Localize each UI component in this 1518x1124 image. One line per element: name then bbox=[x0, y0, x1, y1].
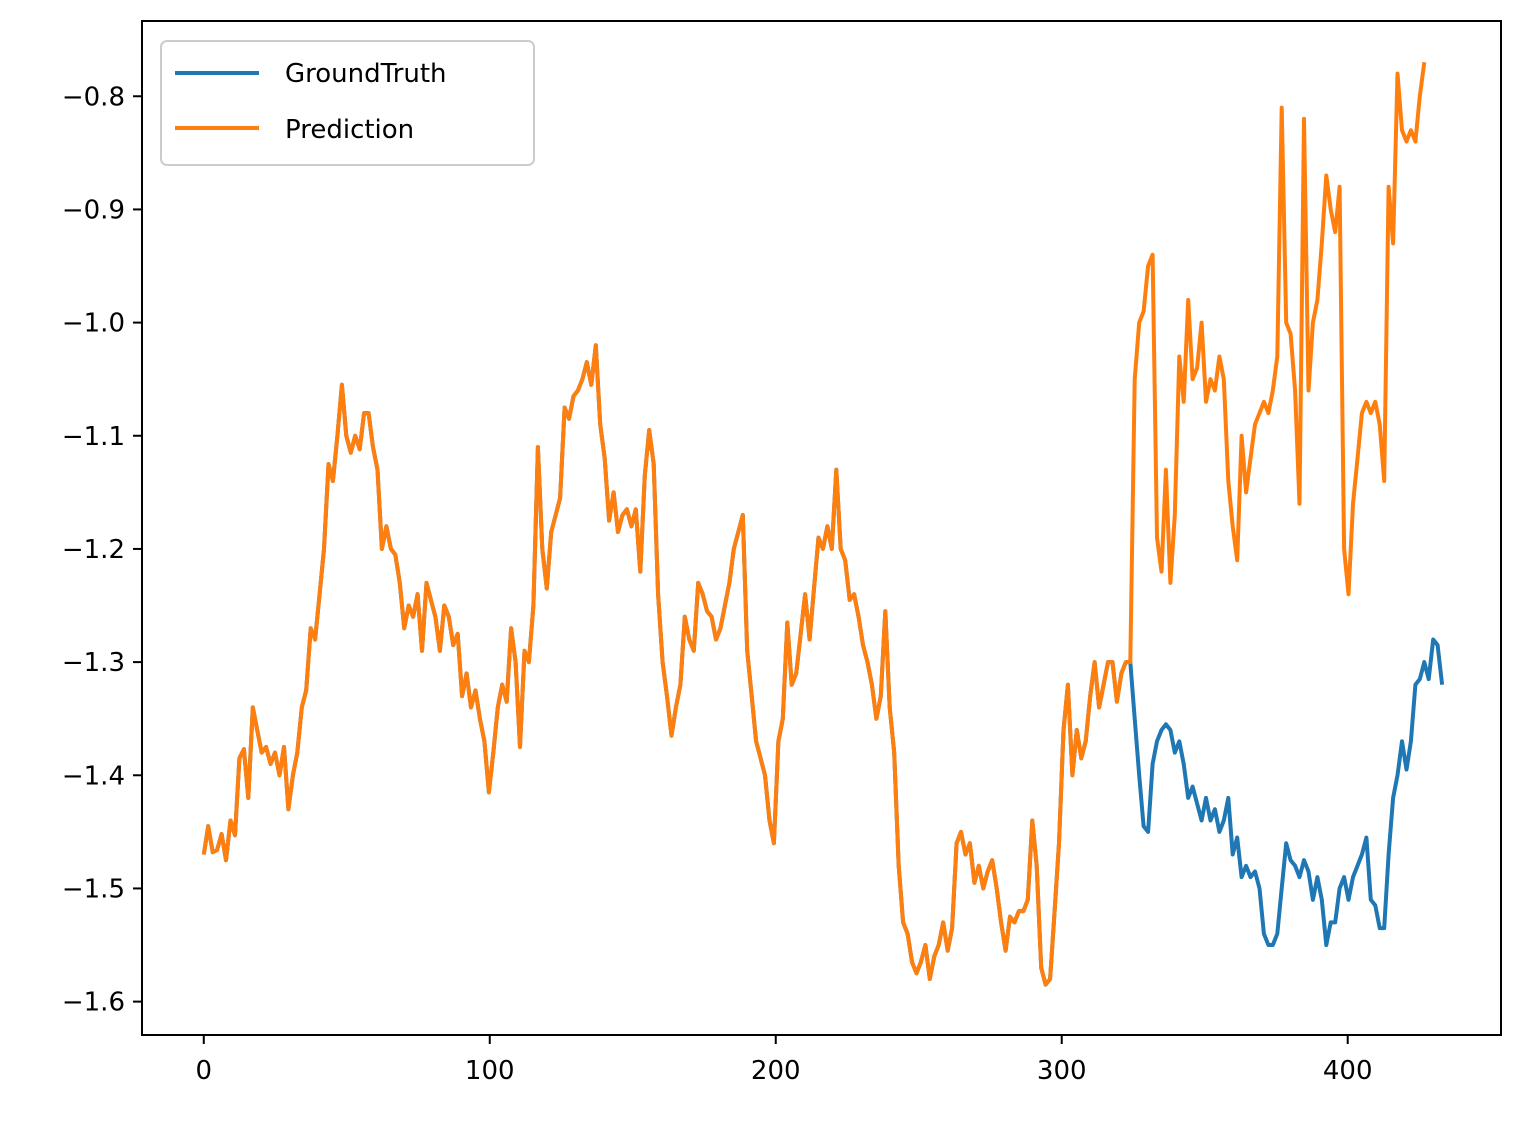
y-tick-label: −0.9 bbox=[62, 195, 125, 225]
axis-layer: 0 100 200 300 400 −0.8 −0.9 −1.0 −1.1 −1.2 −1.3 −1.… bbox=[62, 82, 1373, 1086]
y-tick-label: −1.4 bbox=[62, 761, 125, 791]
series-line-prediction bbox=[201, 62, 1427, 987]
plot-frame bbox=[141, 20, 1502, 1036]
legend-label-prediction: Prediction bbox=[285, 115, 414, 145]
y-tick-label: −0.8 bbox=[62, 82, 125, 112]
legend: GroundTruth Prediction bbox=[160, 40, 535, 166]
x-tick-label: 100 bbox=[465, 1056, 515, 1086]
y-tick-label: −1.6 bbox=[62, 988, 125, 1018]
y-tick-label: −1.0 bbox=[62, 309, 125, 339]
y-tick-label: −1.5 bbox=[62, 874, 125, 904]
y-tick-label: −1.3 bbox=[62, 648, 125, 678]
x-tick-label: 300 bbox=[1037, 1056, 1087, 1086]
x-tick-label: 0 bbox=[195, 1056, 212, 1086]
y-tick-label: −1.2 bbox=[62, 535, 125, 565]
x-tick-label: 200 bbox=[751, 1056, 801, 1086]
x-tick-label: 400 bbox=[1323, 1056, 1373, 1086]
series-layer bbox=[201, 62, 1445, 987]
y-tick-label: −1.1 bbox=[62, 422, 125, 452]
legend-label-groundtruth: GroundTruth bbox=[285, 59, 447, 89]
